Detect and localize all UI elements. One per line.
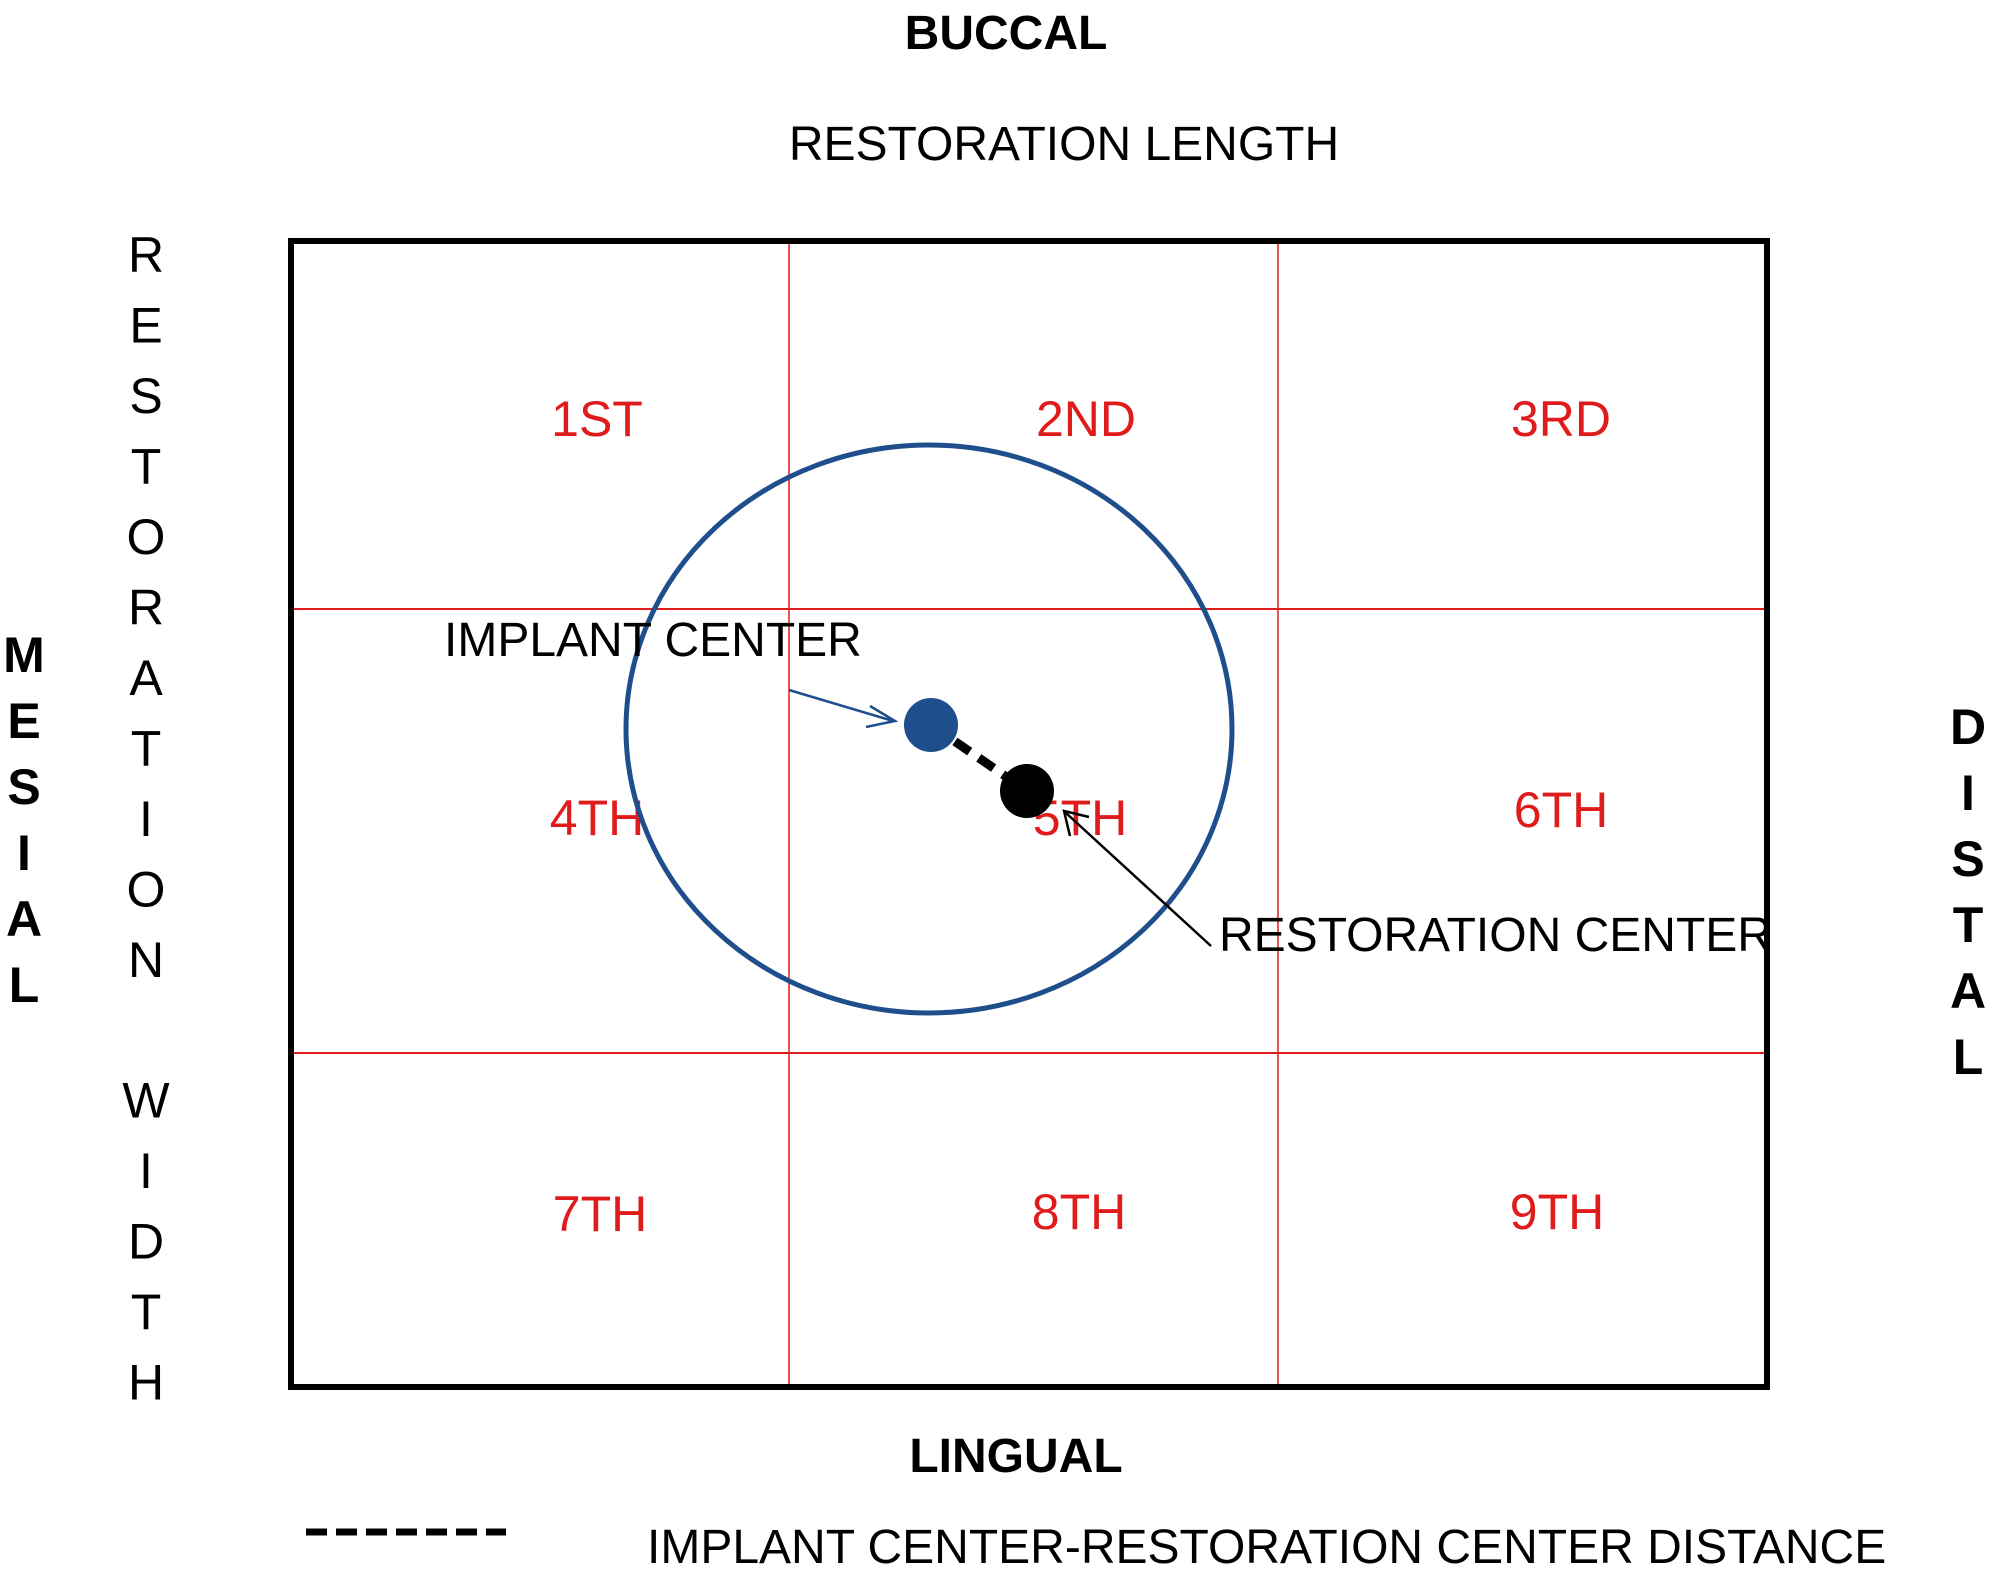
lingual-label: LINGUAL [909,1430,1122,1483]
restoration-width-letter: W [122,1073,170,1129]
mesial-letter: S [7,759,40,815]
restoration-width-letter: O [127,862,166,918]
restoration-width-letter: T [131,1284,162,1340]
restoration-width-letter: A [129,650,163,706]
restoration-center-dot [1000,764,1054,818]
restoration-width-letter: D [128,1214,164,1270]
restoration-center-label: RESTORATION CENTER [1219,909,1772,962]
buccal-label: BUCCAL [905,7,1108,60]
mesial-letter: M [3,627,45,683]
restoration-width-letter: R [128,227,164,283]
zone-label-3: 3RD [1511,391,1611,447]
implant-center-arrow [788,688,899,729]
zone-label-8: 8TH [1032,1184,1126,1240]
implant-outline-circle [623,442,1235,1016]
implant-center-dot [904,698,958,752]
zone-label-4: 4TH [550,790,644,846]
restoration-center-arrow [1062,809,1212,947]
restoration-outline [288,238,1770,1390]
restoration-width-letter: O [127,509,166,565]
restoration-length-label: RESTORATION LENGTH [789,118,1339,171]
legend-distance-label: IMPLANT CENTER-RESTORATION CENTER DISTAN… [647,1521,1886,1574]
restoration-width-letter: I [139,791,153,847]
restoration-width-letter: S [129,368,162,424]
restoration-width-letter: R [128,580,164,636]
implant-center-label: IMPLANT CENTER [444,614,862,667]
restoration-width-letter: H [128,1355,164,1411]
zone-label-6: 6TH [1514,782,1608,838]
mesial-letter: E [7,693,40,749]
mesial-letter: L [9,957,40,1013]
restoration-width-letter: I [139,1143,153,1199]
zone-label-9: 9TH [1510,1184,1604,1240]
zone-label-2: 2ND [1036,391,1136,447]
zone-labels: 1ST 2ND 3RD 4TH 5TH 6TH 7TH 8TH 9TH [550,391,1611,1242]
distal-letter: L [1953,1029,1984,1085]
restoration-width-letter: N [128,932,164,988]
mesial-letter: A [6,891,42,947]
distal-letter: S [1951,831,1984,887]
restoration-width-letter: T [131,439,162,495]
distal-letter: I [1961,765,1975,821]
restoration-width-letter: E [129,298,162,354]
zone-label-7: 7TH [553,1186,647,1242]
mesial-letter: I [17,825,31,881]
zone-label-1: 1ST [551,391,643,447]
distal-letter: A [1950,963,1986,1019]
distal-letter: T [1953,897,1984,953]
distal-letter: D [1950,699,1986,755]
restoration-width-letter: T [131,721,162,777]
zone-grid [291,241,1767,1387]
